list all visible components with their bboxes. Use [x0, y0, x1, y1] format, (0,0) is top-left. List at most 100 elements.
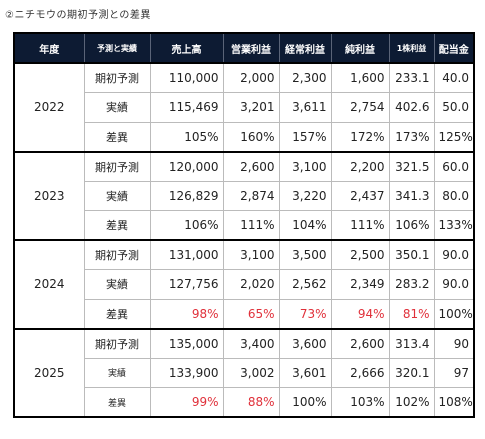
ordinary-profit-cell: 3,601 — [278, 357, 332, 388]
net-profit-cell: 2,666 — [330, 357, 390, 388]
header-eps: 1株利益 — [388, 32, 435, 64]
table-row: 差異 99% 88% 100% 103% 102% 108% — [14, 387, 475, 418]
table-row: 差異 98% 65% 73% 94% 81% 100% — [14, 298, 475, 329]
operating-profit-cell: 65% — [222, 298, 280, 329]
table-row: 2024 期初予測 131,000 3,100 3,500 2,500 350.1 90.0 — [13, 239, 475, 329]
header-dividend: 配当金 — [433, 32, 475, 64]
net-profit-cell: 2,500 — [330, 239, 390, 270]
net-profit-cell: 94% — [330, 298, 390, 329]
header-operating-profit: 営業利益 — [222, 32, 280, 64]
table-row: 差異 106% 111% 104% 111% 106% 133% — [14, 210, 475, 241]
table-caption: ②ニチモウの期初予測との差異 — [5, 10, 151, 21]
operating-profit-cell: 2,020 — [222, 269, 280, 300]
header-year: 年度 — [13, 32, 85, 64]
ordinary-profit-cell: 2,300 — [278, 62, 332, 93]
table-row: 実績 115,469 3,201 3,611 2,754 402.6 50.0 — [14, 92, 475, 123]
eps-cell: 320.1 — [388, 357, 435, 388]
row-type-cell: 実績 — [83, 357, 151, 388]
ordinary-profit-cell: 104% — [278, 210, 332, 241]
eps-cell: 102% — [388, 387, 435, 418]
operating-profit-cell: 88% — [222, 387, 280, 418]
dividend-cell: 80.0 — [433, 180, 475, 211]
eps-cell: 283.2 — [388, 269, 435, 300]
net-profit-cell: 103% — [330, 387, 390, 418]
ordinary-profit-cell: 3,220 — [278, 180, 332, 211]
net-profit-cell: 2,600 — [330, 327, 390, 359]
ordinary-profit-cell: 3,611 — [278, 92, 332, 123]
operating-profit-cell: 160% — [222, 121, 280, 152]
year-cell: 2022 — [13, 62, 85, 152]
table-row: 2025 期初予測 135,000 3,400 3,600 2,600 313.4 90 — [13, 327, 475, 418]
row-type-cell: 期初予測 — [83, 239, 151, 270]
dividend-cell: 133% — [433, 210, 475, 241]
header-sales: 売上高 — [149, 32, 224, 64]
sales-cell: 105% — [149, 121, 224, 152]
operating-profit-cell: 3,002 — [222, 357, 280, 388]
dividend-cell: 90.0 — [433, 239, 475, 270]
table-row: 2022 期初予測 110,000 2,000 2,300 1,600 233.1 40.0 — [13, 62, 475, 152]
net-profit-cell: 2,437 — [330, 180, 390, 211]
sales-cell: 98% — [149, 298, 224, 329]
row-type-cell: 期初予測 — [83, 150, 151, 182]
table-row: 差異 105% 160% 157% 172% 173% 125% — [14, 121, 475, 152]
row-type-cell: 実績 — [83, 269, 151, 300]
dividend-cell: 100% — [433, 298, 475, 329]
dividend-cell: 97 — [433, 357, 475, 388]
year-cell: 2025 — [13, 327, 85, 418]
sales-cell: 133,900 — [149, 357, 224, 388]
sales-cell: 126,829 — [149, 180, 224, 211]
dividend-cell: 90 — [433, 327, 475, 359]
ordinary-profit-cell: 2,562 — [278, 269, 332, 300]
ordinary-profit-cell: 3,500 — [278, 239, 332, 270]
sales-cell: 127,756 — [149, 269, 224, 300]
dividend-cell: 108% — [433, 387, 475, 418]
operating-profit-cell: 3,400 — [222, 327, 280, 359]
table-row: 実績 126,829 2,874 3,220 2,437 341.3 80.0 — [14, 180, 475, 211]
sales-cell: 106% — [149, 210, 224, 241]
forecast-vs-actual-table: 年度 予測と実績 売上高 営業利益 経常利益 純利益 1株利益 配当金 2022… — [13, 32, 475, 418]
ordinary-profit-cell: 73% — [278, 298, 332, 329]
header-ordinary-profit: 経常利益 — [278, 32, 332, 64]
net-profit-cell: 2,349 — [330, 269, 390, 300]
row-type-cell: 実績 — [83, 92, 151, 123]
operating-profit-cell: 2,874 — [222, 180, 280, 211]
ordinary-profit-cell: 157% — [278, 121, 332, 152]
ordinary-profit-cell: 100% — [278, 387, 332, 418]
dividend-cell: 125% — [433, 121, 475, 152]
dividend-cell: 50.0 — [433, 92, 475, 123]
row-type-cell: 差異 — [83, 387, 151, 418]
operating-profit-cell: 111% — [222, 210, 280, 241]
eps-cell: 233.1 — [388, 62, 435, 93]
eps-cell: 402.6 — [388, 92, 435, 123]
sales-cell: 131,000 — [149, 239, 224, 270]
header-net-profit: 純利益 — [330, 32, 390, 64]
row-type-cell: 差異 — [83, 298, 151, 329]
net-profit-cell: 2,200 — [330, 150, 390, 182]
dividend-cell: 60.0 — [433, 150, 475, 182]
header-type: 予測と実績 — [83, 32, 151, 64]
operating-profit-cell: 3,201 — [222, 92, 280, 123]
operating-profit-cell: 2,000 — [222, 62, 280, 93]
year-cell: 2023 — [13, 150, 85, 241]
sales-cell: 120,000 — [149, 150, 224, 182]
operating-profit-cell: 3,100 — [222, 239, 280, 270]
table-row: 実績 133,900 3,002 3,601 2,666 320.1 97 — [14, 357, 475, 388]
dividend-cell: 40.0 — [433, 62, 475, 93]
row-type-cell: 実績 — [83, 180, 151, 211]
row-type-cell: 差異 — [83, 210, 151, 241]
table-row: 実績 127,756 2,020 2,562 2,349 283.2 90.0 — [14, 269, 475, 300]
sales-cell: 99% — [149, 387, 224, 418]
eps-cell: 106% — [388, 210, 435, 241]
eps-cell: 341.3 — [388, 180, 435, 211]
eps-cell: 173% — [388, 121, 435, 152]
operating-profit-cell: 2,600 — [222, 150, 280, 182]
year-cell: 2024 — [13, 239, 85, 329]
eps-cell: 350.1 — [388, 239, 435, 270]
row-type-cell: 差異 — [83, 121, 151, 152]
sales-cell: 115,469 — [149, 92, 224, 123]
net-profit-cell: 2,754 — [330, 92, 390, 123]
row-type-cell: 期初予測 — [83, 62, 151, 93]
net-profit-cell: 172% — [330, 121, 390, 152]
row-type-cell: 期初予測 — [83, 327, 151, 359]
eps-cell: 81% — [388, 298, 435, 329]
